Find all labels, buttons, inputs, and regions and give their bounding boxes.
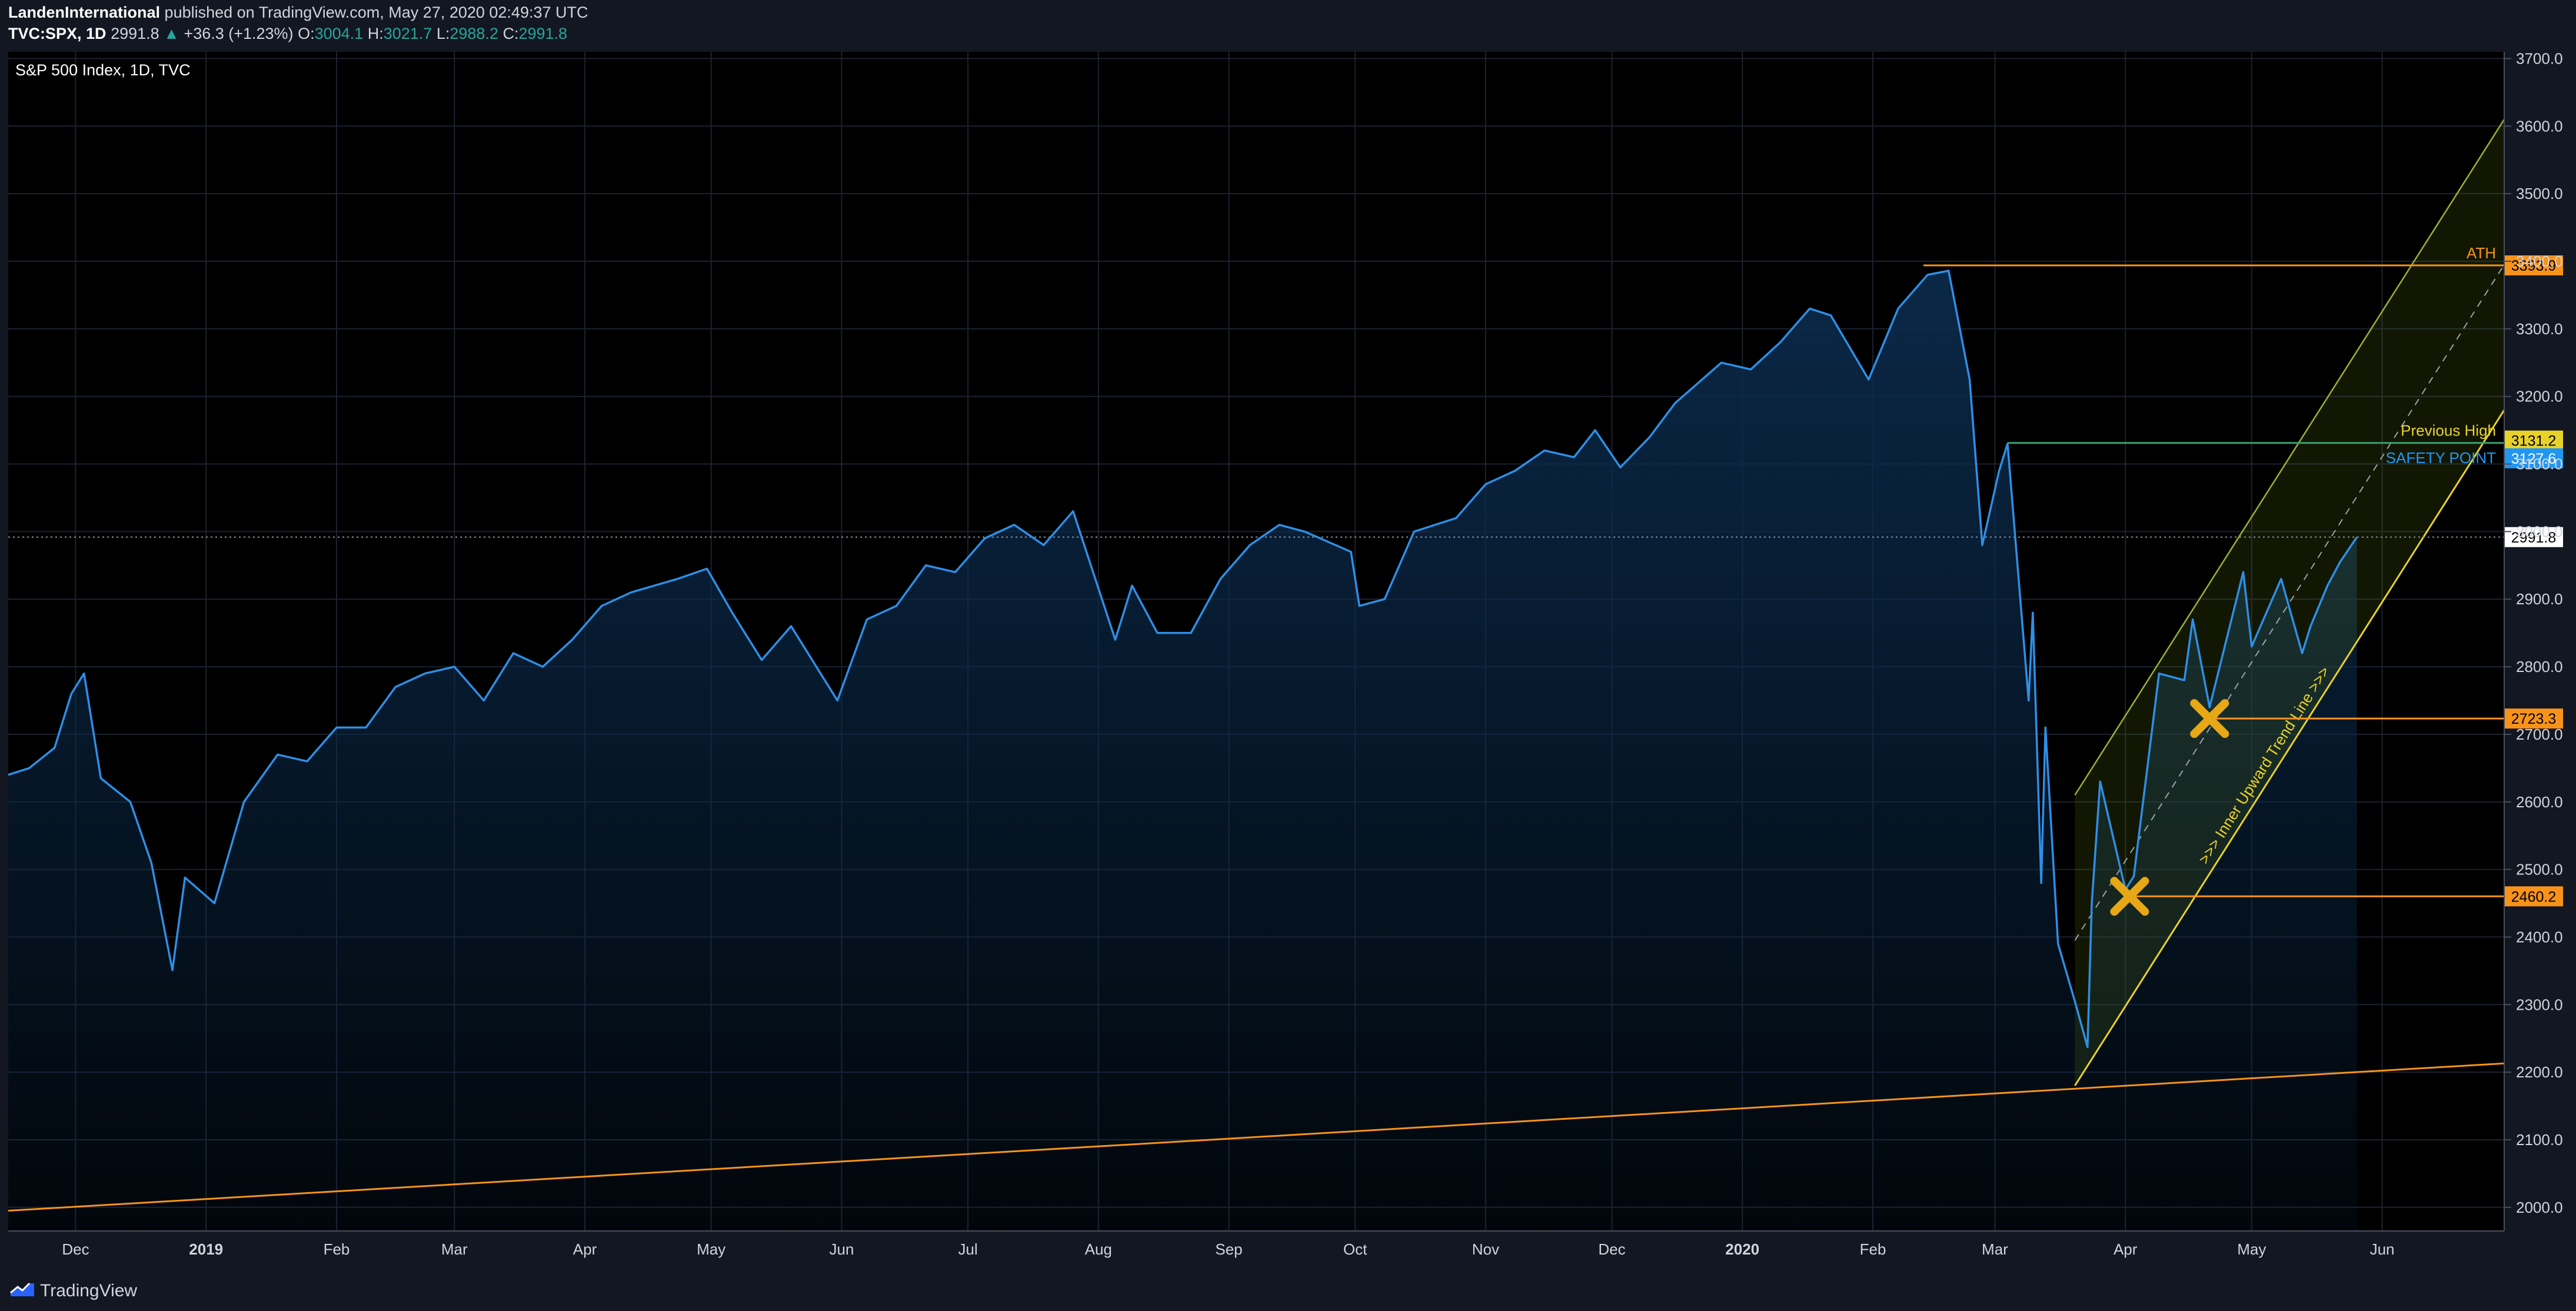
outer-trend-line[interactable]: [8, 1062, 2505, 1212]
x-tick-label: 2019: [189, 1240, 223, 1258]
x-tick-label: Dec: [1598, 1240, 1625, 1258]
price-axis[interactable]: 2000.0 2100.0 2200.0 2300.0 2400.0 2500.0 2600…: [2504, 49, 2563, 1231]
line-label-3393.9: ATH: [2467, 244, 2496, 262]
up-arrow-icon: ▲: [164, 25, 179, 42]
x-tick-label: Feb: [1860, 1240, 1886, 1258]
x-tick-label: Dec: [62, 1240, 89, 1258]
x-tick-label: Sep: [1215, 1240, 1242, 1258]
y-tick-label: 2700.0: [2516, 726, 2563, 743]
channel-fill: [2075, 119, 2504, 1086]
x-tick-label: Mar: [1982, 1240, 2008, 1258]
y-tick-label: 2900.0: [2516, 590, 2563, 608]
y-tick-label: 3000.0: [2516, 523, 2563, 540]
close-value: 2991.8: [518, 25, 568, 42]
price-tag-2460.2: 2460.2: [2511, 889, 2556, 905]
close-label: C:: [502, 25, 519, 42]
published-text: published on TradingView.com, May 27, 20…: [164, 4, 588, 21]
open-label: O:: [298, 25, 315, 42]
x-tick-label: Mar: [441, 1240, 468, 1258]
y-tick-label: 2300.0: [2516, 996, 2563, 1013]
cross-stroke-b: [2110, 877, 2149, 916]
publish-info: LandenInternational published on Trading…: [8, 4, 588, 22]
x-tick-label: May: [2237, 1240, 2266, 1258]
y-tick-label: 3100.0: [2516, 455, 2563, 473]
low-label: L:: [436, 25, 450, 42]
y-tick-label: 2100.0: [2516, 1131, 2563, 1149]
x-tick-label: Nov: [1472, 1240, 1499, 1258]
y-tick-label: 3500.0: [2516, 185, 2563, 202]
last-price-tag-bg: [2504, 527, 2563, 547]
high-value: 3021.7: [383, 25, 432, 42]
ohlc-legend: TVC:SPX, 1D 2991.8 ▲ +36.3 (+1.23%) O:30…: [8, 25, 567, 43]
x-tick-label: Apr: [573, 1240, 597, 1258]
price-line[interactable]: [8, 269, 2358, 1049]
author-name[interactable]: LandenInternational: [8, 4, 161, 21]
y-tick-label: 3700.0: [2516, 49, 2563, 67]
y-tick-label: 3400.0: [2516, 252, 2563, 270]
footer: TradingView: [0, 1272, 2576, 1311]
y-tick-label: 2000.0: [2516, 1199, 2563, 1216]
price-area: [8, 271, 2357, 1232]
price-tag-bg-3393.9: [2504, 255, 2563, 276]
x-tick-label: Jun: [2370, 1240, 2395, 1258]
price-chart[interactable]: >>> Inner Upward Trend Line >>> ATH 3393.…: [0, 49, 2576, 1272]
annotation-layer: >>> Inner Upward Trend Line >>>: [8, 119, 2505, 1212]
x-tick-label: Feb: [324, 1240, 350, 1258]
time-axis[interactable]: Dec 2019 Feb Mar Apr May Jun Jul Aug Sep Oct Nov Dec…: [8, 1230, 2504, 1258]
x-tick-label: Oct: [1343, 1240, 1367, 1258]
price-tag-3131.2: 3131.2: [2511, 433, 2556, 450]
x-tick-label: Jun: [829, 1240, 854, 1258]
open-value: 3004.1: [314, 25, 364, 42]
last-price: 2991.8: [111, 25, 159, 42]
cross-marker-icon: [2190, 699, 2229, 738]
low-value: 2988.2: [450, 25, 498, 42]
price-tag-2723.3: 2723.3: [2511, 711, 2556, 727]
x-tick-label: Aug: [1085, 1240, 1112, 1258]
price-tag-bg-3127.6: [2504, 448, 2563, 468]
price-change: +36.3 (+1.23%): [184, 25, 294, 42]
line-label-3131.2: Previous High: [2401, 422, 2496, 440]
y-tick-label: 2800.0: [2516, 658, 2563, 676]
annotation-front-layer: ATH 3393.9 Previous High 3131.2 SAFETY POINT…: [2110, 244, 2563, 916]
x-tick-label: 2020: [1725, 1240, 1759, 1258]
price-line-layer: [8, 269, 2358, 1049]
tradingview-brand[interactable]: TradingView: [40, 1281, 138, 1300]
price-tag-3393.9: 3393.9: [2511, 258, 2556, 274]
price-tag-3127.6: 3127.6: [2511, 451, 2556, 467]
tradingview-logo-icon[interactable]: [9, 1280, 35, 1300]
y-tick-label: 3200.0: [2516, 388, 2563, 405]
symbol-label[interactable]: TVC:SPX, 1D: [8, 25, 106, 42]
price-tag-bg-3131.2: [2504, 430, 2563, 451]
cross-stroke-b: [2190, 699, 2229, 738]
series-label: S&P 500 Index, 1D, TVC: [15, 61, 191, 79]
y-tick-label: 3300.0: [2516, 320, 2563, 338]
y-tick-label: 2400.0: [2516, 928, 2563, 946]
chart-header: LandenInternational published on Trading…: [0, 0, 2576, 49]
y-tick-label: 3600.0: [2516, 117, 2563, 135]
price-tag-bg-2460.2: [2504, 886, 2563, 907]
line-label-3127.6: SAFETY POINT: [2386, 449, 2496, 467]
y-tick-label: 2200.0: [2516, 1063, 2563, 1081]
last-price-tag: 2991.8: [2511, 530, 2556, 546]
price-tag-bg-2723.3: [2504, 708, 2563, 729]
high-label: H:: [367, 25, 384, 42]
x-tick-label: Apr: [2114, 1240, 2138, 1258]
cross-marker-icon: [2110, 877, 2149, 916]
channel-upper-line[interactable]: [2074, 119, 2505, 796]
x-tick-label: May: [697, 1240, 725, 1258]
y-tick-label: 2500.0: [2516, 861, 2563, 879]
inner-upward-trend-line[interactable]: [2074, 409, 2505, 1086]
y-tick-label: 2600.0: [2516, 793, 2563, 811]
price-area-fill: [8, 271, 2357, 1232]
x-tick-label: Jul: [958, 1240, 977, 1258]
channel-median-line: [2074, 264, 2505, 941]
